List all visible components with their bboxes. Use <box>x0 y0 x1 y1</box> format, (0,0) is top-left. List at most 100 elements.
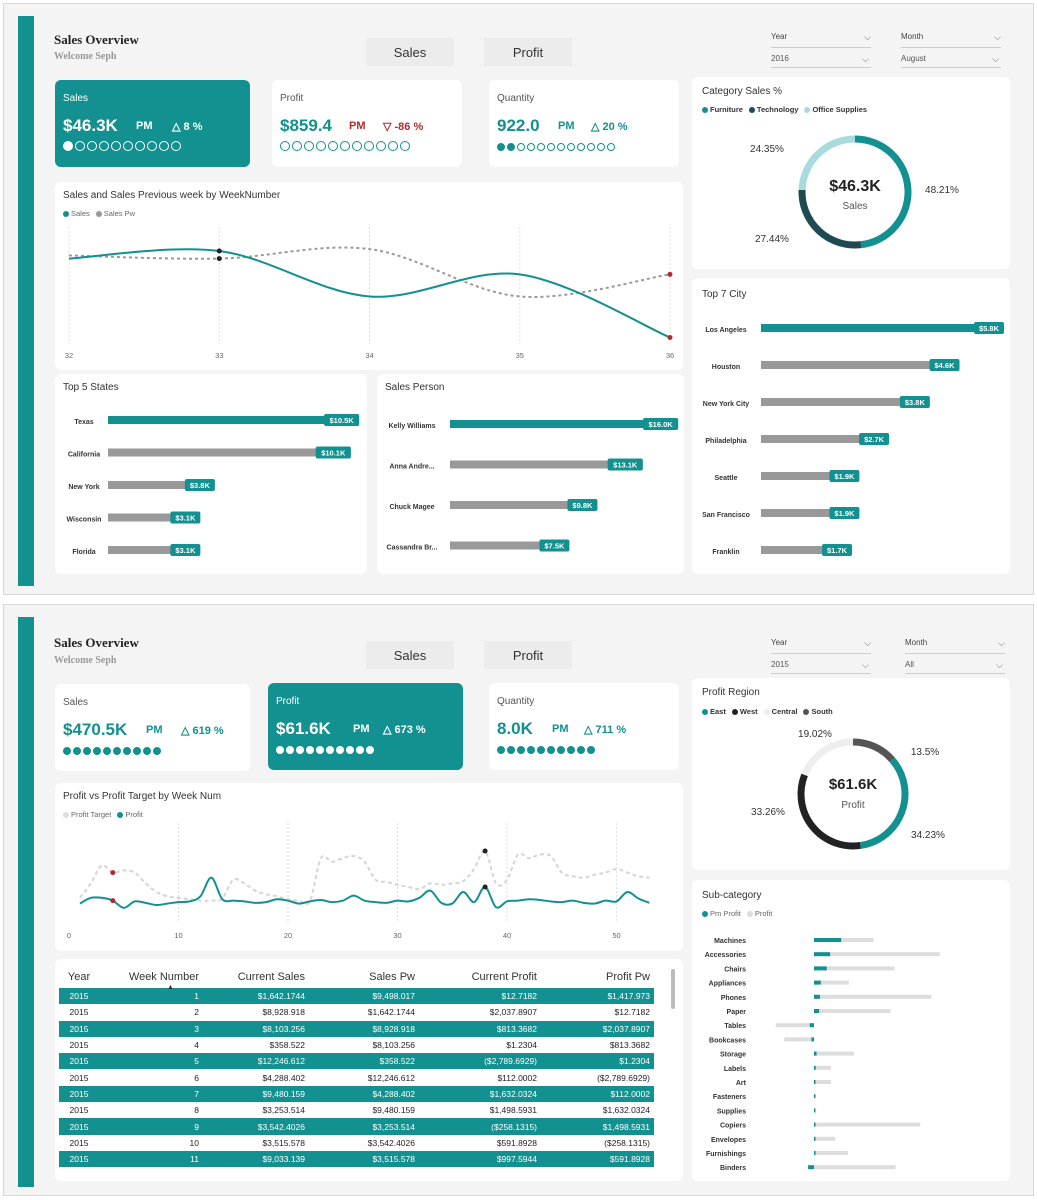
table-row[interactable]: 2015 7 $9,480.159 $4,288.402 $1,632.0324 $112… <box>59 1085 654 1103</box>
donut-slices <box>798 135 912 249</box>
progress-dot <box>547 143 555 151</box>
table-cell: $1,642.1744 <box>309 1004 419 1021</box>
bar-category-label: Philadelphia <box>705 438 746 445</box>
progress-dot <box>607 143 615 151</box>
kpi-card-quantity[interactable]: Quantity 922.0 PM △ 20 % <box>489 80 679 167</box>
progress-dot <box>587 143 595 151</box>
sort-asc-icon[interactable]: ▲ <box>167 984 174 991</box>
bar-value-label: $1.9K <box>834 472 855 481</box>
donut-center-value: $46.3K <box>829 178 881 195</box>
table-cell: $4,288.402 <box>203 1069 309 1086</box>
table-row[interactable]: 2015 1 $1,642.1744 $9,498.017 $12.7182 $1,417… <box>59 988 654 1005</box>
chevron-down-icon[interactable]: ⌵ <box>998 638 1005 648</box>
bar-category-label: Labels <box>724 1066 746 1073</box>
table-row[interactable]: 2015 6 $4,288.402 $12,246.612 $112.0002 ($2,7… <box>59 1069 654 1086</box>
month-slicer[interactable]: Month ⌵ All ⌵ <box>905 638 1005 674</box>
table-row[interactable]: 2015 3 $8,103.256 $8,928.918 $813.3682 $2,037… <box>59 1020 654 1037</box>
progress-dot <box>306 746 314 754</box>
donut-legend: Furniture Technology Office Supplies <box>702 105 867 114</box>
month-slicer-value[interactable]: August <box>901 54 926 63</box>
kpi-card-quantity[interactable]: Quantity 8.0K PM △ 711 % <box>489 683 679 770</box>
chart-title: Profit Region <box>702 687 760 698</box>
kpi-card-profit[interactable]: Profit $859.4 PM ▽ -86 % <box>272 80 462 167</box>
profit-line-chart-card[interactable]: Profit vs Profit Target by Week Num Prof… <box>55 783 683 951</box>
column-header[interactable]: Current Sales <box>237 971 305 983</box>
progress-dot <box>557 143 565 151</box>
column-header[interactable]: Current Profit <box>471 971 537 983</box>
column-header[interactable]: Week Number ▲ <box>103 966 203 991</box>
progress-dot <box>376 141 386 151</box>
year-slicer-label: Year <box>771 32 788 41</box>
year-slicer-value[interactable]: 2016 <box>771 54 789 63</box>
bar-pm-profit <box>814 980 821 985</box>
data-point <box>667 335 673 341</box>
bar <box>450 541 542 550</box>
bar-category-label: Accessories <box>705 952 746 959</box>
column-header[interactable]: Sales Pw <box>369 971 415 983</box>
donut-legend: East West Central South <box>702 707 833 716</box>
bar-value-label: $10.5K <box>330 416 355 425</box>
nav-profit-button[interactable]: Profit <box>484 641 572 669</box>
bar-profit <box>814 1122 921 1127</box>
chevron-down-icon[interactable]: ⌵ <box>862 660 869 670</box>
bar-pm-profit <box>814 952 831 957</box>
bar-category-label: Wisconsin <box>67 517 102 524</box>
category-sales-donut-card[interactable]: Category Sales % Furniture Technology Of… <box>692 77 1010 269</box>
table-scrollbar[interactable] <box>671 969 675 1009</box>
table-row[interactable]: 2015 2 $8,928.918 $1,642.1744 $2,037.8907 $12… <box>59 1004 654 1021</box>
nav-sales-button[interactable]: Sales <box>366 38 454 66</box>
legend-item: Profit <box>754 909 773 918</box>
progress-dot <box>577 143 585 151</box>
bar-value-label: $3.8K <box>905 398 926 407</box>
table-row[interactable]: 2015 9 $3,542.4026 $3,253.514 ($258.1315) $1,… <box>59 1118 654 1135</box>
progress-dot <box>316 141 326 151</box>
donut-slice-label: 33.26% <box>751 807 785 818</box>
legend-item: Furniture <box>710 105 743 114</box>
table-cell: $591.8928 <box>541 1150 654 1168</box>
column-header[interactable]: Profit Pw <box>605 971 650 983</box>
chevron-down-icon[interactable]: ⌵ <box>864 638 871 648</box>
kpi-card-sales[interactable]: Sales $46.3K PM △ 8 % <box>55 80 250 167</box>
chevron-down-icon[interactable]: ⌵ <box>996 660 1003 670</box>
chevron-down-icon[interactable]: ⌵ <box>862 54 869 64</box>
month-slicer[interactable]: Month ⌵ August ⌵ <box>901 32 1001 68</box>
subcategory-card[interactable]: Sub-category Pm Profit Profit Machines Ac… <box>692 880 1010 1181</box>
kpi-pm-label: PM <box>552 723 569 735</box>
table-cell: ($2,789.6929) <box>541 1069 654 1086</box>
table-cell: $8,103.256 <box>203 1020 309 1037</box>
kpi-pm-label: PM <box>136 120 153 132</box>
table-cell: $3,253.514 <box>203 1102 309 1119</box>
column-header[interactable]: Year <box>67 971 91 983</box>
bar-pm-profit <box>809 1023 814 1028</box>
year-slicer[interactable]: Year ⌵ 2015 ⌵ <box>771 638 871 674</box>
kpi-progress-dots <box>280 141 410 151</box>
top-city-card[interactable]: Top 7 City Los Angeles $5.8K Houston $4.6K N… <box>692 278 1010 574</box>
chevron-down-icon[interactable]: ⌵ <box>992 54 999 64</box>
year-slicer[interactable]: Year ⌵ 2016 ⌵ <box>771 32 871 68</box>
kpi-card-sales[interactable]: Sales $470.5K PM △ 619 % <box>55 684 250 771</box>
top-states-card[interactable]: Top 5 States Texas $10.5K California $10.1K… <box>55 374 367 574</box>
nav-profit-button[interactable]: Profit <box>484 38 572 66</box>
month-slicer-value[interactable]: All <box>905 660 914 669</box>
bar-profit <box>784 1037 814 1042</box>
sales-line-chart-card[interactable]: Sales and Sales Previous week by WeekNum… <box>55 182 683 370</box>
bar-pm-profit <box>814 1080 816 1084</box>
progress-dot <box>147 141 157 151</box>
x-tick-label: 50 <box>612 931 620 940</box>
chart-title: Top 7 City <box>702 289 747 300</box>
table-row[interactable]: 2015 10 $3,515.578 $3,542.4026 $591.8928 ($25… <box>59 1134 654 1151</box>
table-row[interactable]: 2015 8 $3,253.514 $9,480.159 $1,498.5931 $1,6… <box>59 1102 654 1119</box>
table-row[interactable]: 2015 11 $9,033.139 $3,515.578 $997.5944 $591.… <box>59 1150 654 1168</box>
year-slicer-value[interactable]: 2015 <box>771 660 789 669</box>
kpi-progress-dots <box>63 747 161 755</box>
x-tick-label: 32 <box>65 351 73 360</box>
chevron-down-icon[interactable]: ⌵ <box>864 32 871 42</box>
table-row[interactable]: 2015 4 $358.522 $8,103.256 $1.2304 $813.3682 <box>59 1036 654 1054</box>
chevron-down-icon[interactable]: ⌵ <box>994 32 1001 42</box>
kpi-card-profit[interactable]: Profit $61.6K PM △ 673 % <box>268 683 463 770</box>
progress-dot <box>597 143 605 151</box>
nav-sales-button[interactable]: Sales <box>366 641 454 669</box>
sales-person-card[interactable]: Sales Person Kelly Williams $16.0K Anna An… <box>377 374 684 574</box>
table-row[interactable]: 2015 5 $12,246.612 $358.522 ($2,789.6929) $1.… <box>59 1053 654 1070</box>
profit-region-donut-card[interactable]: Profit Region East West Central South $6… <box>692 678 1010 870</box>
